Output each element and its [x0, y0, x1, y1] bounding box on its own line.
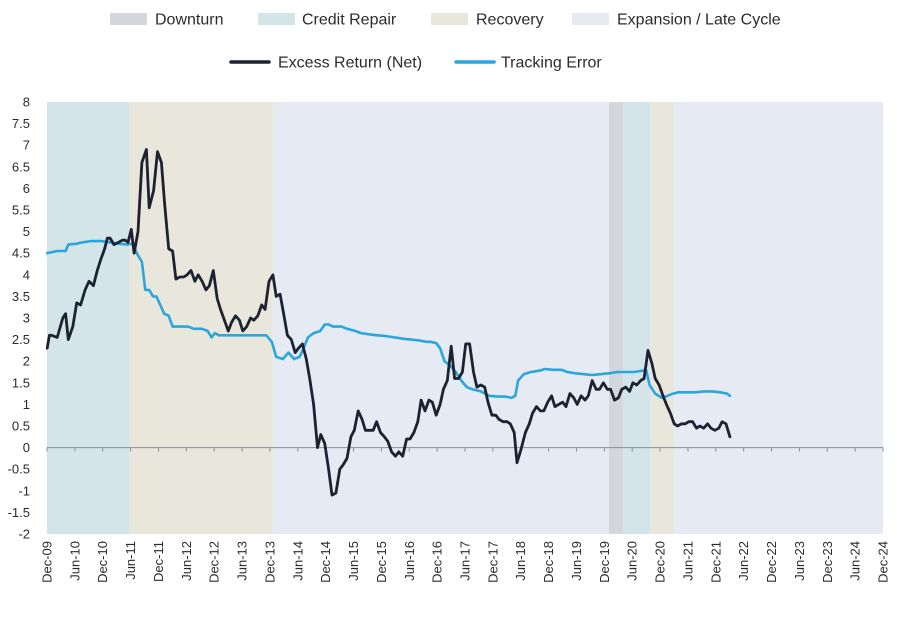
y-tick-label: 4.5 — [12, 246, 30, 261]
x-tick-label: Jun-11 — [123, 541, 138, 580]
x-tick-label: Jun-12 — [179, 541, 194, 581]
y-tick-label: 4 — [23, 267, 30, 282]
x-tick-label: Dec-19 — [597, 541, 612, 583]
y-tick-label: 3.5 — [12, 289, 30, 304]
x-tick-label: Dec-21 — [708, 541, 723, 583]
legend-label: Expansion / Late Cycle — [617, 12, 781, 29]
legend-label: Downturn — [155, 12, 223, 29]
legend-swatch — [572, 13, 609, 25]
legend-label: Tracking Error — [501, 55, 602, 72]
legend-swatch — [258, 13, 295, 25]
series-legend: Excess Return (Net) Tracking Error — [229, 55, 602, 72]
y-tick-label: 5 — [23, 224, 30, 239]
y-tick-label: 2.5 — [12, 332, 30, 347]
x-tick-label: Dec-20 — [653, 541, 668, 583]
regime-legend: Downturn Credit Repair Recovery Expansion /… — [110, 12, 781, 29]
y-tick-label: 7.5 — [12, 116, 30, 131]
y-tick-label: 5.5 — [12, 203, 30, 218]
x-tick-label: Jun-19 — [569, 541, 584, 581]
x-tick-label: Jun-17 — [458, 541, 473, 581]
y-tick-label: 6.5 — [12, 159, 30, 174]
y-tick-label: 7 — [23, 138, 30, 153]
x-tick-label: Jun-14 — [290, 541, 305, 581]
excess-return-line — [45, 148, 732, 497]
regime-bands — [47, 102, 883, 534]
x-tick-label: Jun-20 — [625, 541, 640, 581]
x-tick-label: Dec-15 — [374, 541, 389, 583]
x-tick-label: Dec-24 — [876, 541, 891, 583]
y-tick-label: -1.5 — [8, 505, 30, 520]
legend-label: Recovery — [476, 12, 544, 29]
y-tick-label: 1 — [23, 397, 30, 412]
legend-swatch — [431, 13, 468, 25]
series — [45, 148, 732, 497]
legend-label: Credit Repair — [302, 12, 397, 29]
x-tick-label: Jun-10 — [67, 541, 82, 581]
x-tick-label: Dec-17 — [485, 541, 500, 583]
y-tick-label: 8 — [23, 95, 30, 110]
tracking-error-line — [45, 239, 732, 400]
x-tick-label: Dec-18 — [541, 541, 556, 583]
y-tick-label: 6 — [23, 181, 30, 196]
x-tick-label: Jun-18 — [513, 541, 528, 581]
x-tick-label: Dec-09 — [40, 541, 55, 583]
x-tick-label: Dec-13 — [262, 541, 277, 583]
x-tick-label: Jun-21 — [680, 541, 695, 581]
x-tick-label: Dec-12 — [207, 541, 222, 583]
x-tick-label: Jun-16 — [402, 541, 417, 581]
y-tick-label: 2 — [23, 354, 30, 369]
y-axis: 8 7.5 7 6.5 6 5.5 5 4.5 4 3.5 3 2.5 2 1.5 1 0.5 0 -0.5 -1 -… — [8, 95, 30, 542]
x-tick-label: Dec-23 — [820, 541, 835, 583]
x-tick-label: Jun-15 — [346, 541, 361, 581]
y-tick-label: 0.5 — [12, 419, 30, 434]
x-tick-label: Dec-16 — [430, 541, 445, 583]
y-tick-label: -1 — [18, 483, 30, 498]
y-tick-label: 0 — [23, 440, 30, 455]
y-tick-label: 1.5 — [12, 375, 30, 390]
y-tick-label: -0.5 — [8, 462, 30, 477]
x-tick-label: Dec-11 — [151, 541, 166, 582]
y-tick-label: -2 — [18, 527, 30, 542]
x-tick-label: Jun-13 — [235, 541, 250, 581]
regime-band-3 — [608, 102, 623, 534]
regime-band-4 — [622, 102, 651, 534]
regime-band-2 — [272, 102, 609, 534]
regime-band-1 — [129, 102, 273, 534]
x-tick-label: Jun-22 — [736, 541, 751, 581]
x-tick-label: Dec-10 — [95, 541, 110, 583]
y-tick-label: 3 — [23, 311, 30, 326]
legend-label: Excess Return (Net) — [278, 55, 422, 72]
x-tick-label: Jun-24 — [848, 541, 863, 581]
regime-band-5 — [650, 102, 675, 534]
x-axis: Dec-09 Jun-10 Dec-10 Jun-11 Dec-11 Jun-12 Dec-… — [40, 447, 891, 583]
x-tick-label: Dec-14 — [318, 541, 333, 583]
regime-band-0 — [47, 102, 130, 534]
x-tick-label: Dec-22 — [764, 541, 779, 583]
legend-swatch — [110, 13, 147, 25]
regime-band-6 — [674, 102, 883, 534]
x-tick-label: Jun-23 — [792, 541, 807, 581]
